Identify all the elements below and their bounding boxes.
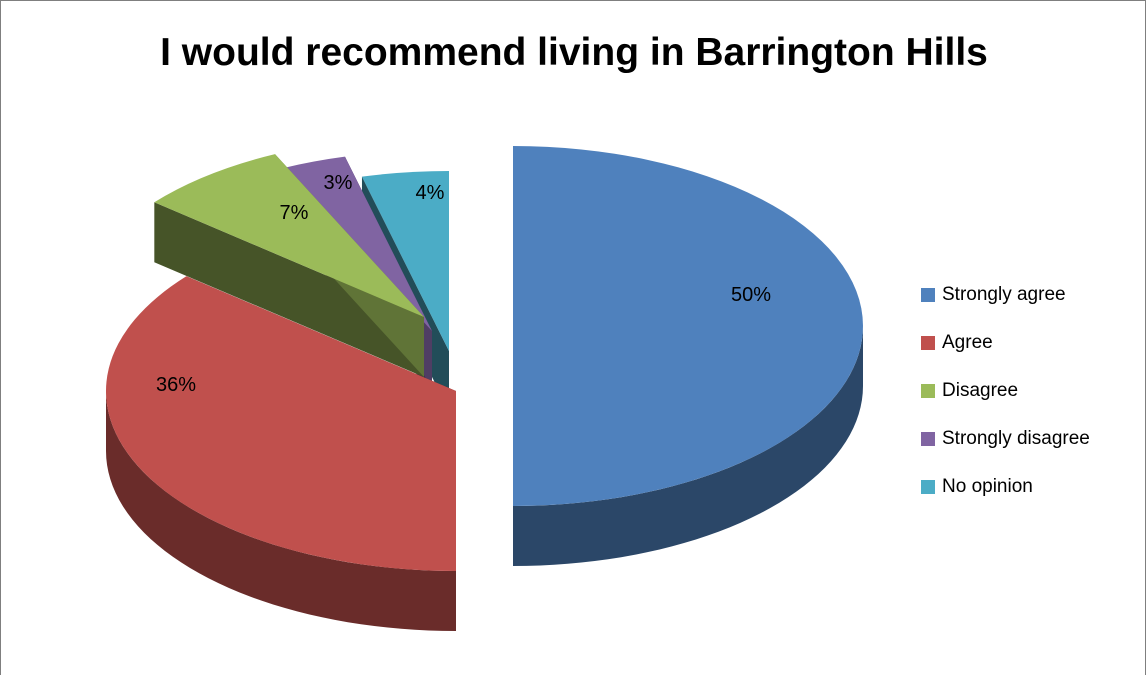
legend-swatch [921,336,935,350]
legend-item-no-opinion: No opinion [921,463,1090,511]
legend-swatch [921,432,935,446]
legend-label: No opinion [942,476,1033,497]
legend: Strongly agree Agree Disagree Strongly disa… [921,271,1090,511]
legend-label: Strongly agree [942,284,1066,305]
legend-item-agree: Agree [921,319,1090,367]
legend-item-disagree: Disagree [921,367,1090,415]
data-label-4: 4% [416,182,445,204]
pie-slice-top-4 [361,171,449,351]
legend-item-strongly-disagree: Strongly disagree [921,415,1090,463]
pie-slice-wall-1 [106,391,456,631]
data-label-3: 3% [324,172,353,194]
legend-swatch [921,480,935,494]
chart-title: I would recommend living in Barrington H… [160,31,988,74]
pie-slice-top-0 [513,146,863,506]
pie-slice-agree [105,276,456,631]
pie-slice-wall-0 [513,326,863,566]
legend-label: Agree [942,332,993,353]
legend-label: Strongly disagree [942,428,1090,449]
legend-swatch [921,384,935,398]
pie-slice-top-2 [154,154,424,317]
pie-slice-top-1 [105,276,456,571]
pie-slice-strongly-agree [513,146,863,566]
legend-label: Disagree [942,380,1019,401]
data-label-2: 7% [280,202,309,224]
legend-item-strongly-agree: Strongly agree [921,271,1090,319]
legend-swatch [921,288,935,302]
pie-slice-side-2-0 [154,202,424,377]
data-label-0: 50% [731,284,771,306]
pie-slice-disagree [154,154,424,377]
data-label-1: 36% [156,374,196,396]
